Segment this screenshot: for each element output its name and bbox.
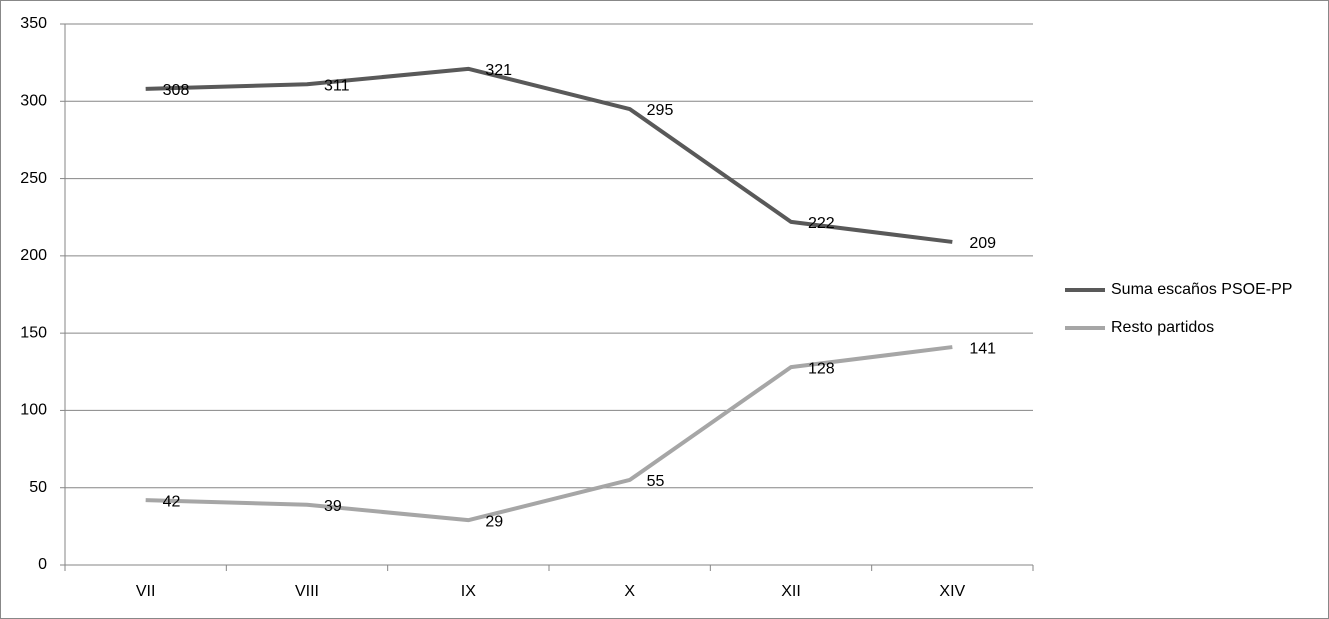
data-label: 141 [969, 340, 996, 357]
data-label: 128 [808, 360, 835, 377]
x-tick-label: X [624, 583, 635, 600]
y-tick-label: 100 [20, 402, 47, 419]
data-label: 295 [647, 102, 674, 119]
data-label: 39 [324, 498, 342, 515]
y-tick-label: 150 [20, 324, 47, 341]
data-label: 42 [163, 493, 181, 510]
data-label: 222 [808, 215, 835, 232]
x-tick-label: XII [781, 583, 801, 600]
y-tick-label: 300 [20, 93, 47, 110]
data-label: 55 [647, 473, 665, 490]
series-line [145, 66, 953, 244]
y-tick-label: 250 [20, 170, 47, 187]
y-tick-label: 350 [20, 15, 47, 32]
y-tick-label: 0 [38, 556, 47, 573]
x-tick-label: IX [461, 583, 476, 600]
legend-label: Resto partidos [1111, 319, 1214, 336]
series-line [145, 345, 953, 523]
x-tick-label: VII [136, 583, 156, 600]
data-label: 209 [969, 235, 996, 252]
x-tick-label: VIII [295, 583, 319, 600]
data-label: 29 [485, 513, 503, 530]
y-tick-label: 50 [29, 479, 47, 496]
legend-label: Suma escaños PSOE-PP [1111, 281, 1292, 298]
y-tick-label: 200 [20, 247, 47, 264]
data-label: 311 [324, 78, 350, 95]
data-label: 321 [485, 62, 512, 79]
x-tick-label: XIV [939, 583, 965, 600]
data-label: 308 [163, 82, 190, 99]
